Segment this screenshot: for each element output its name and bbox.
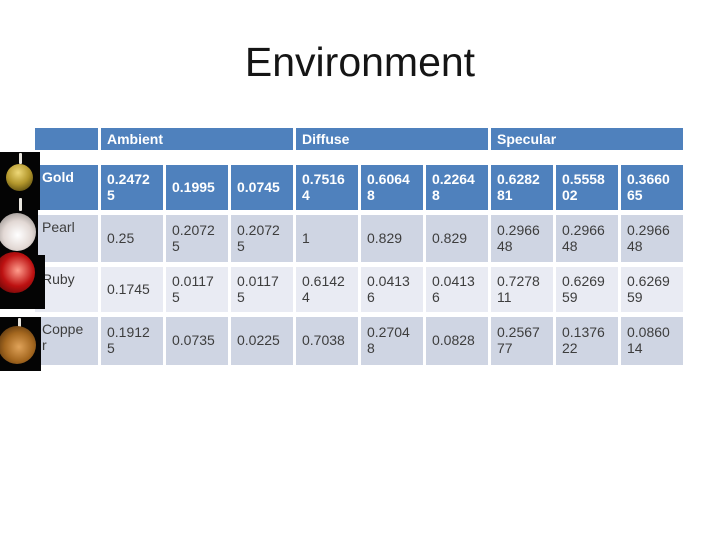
materials-table: Ambient Diffuse Specular Gold 0.24725 0.1995…: [35, 128, 683, 365]
material-value: 0.20725: [166, 215, 228, 262]
material-value: 1: [296, 215, 358, 262]
material-value: 0.0745: [231, 165, 293, 210]
material-value: 0.0735: [166, 317, 228, 365]
material-value: 0.366065: [621, 165, 683, 210]
material-value: 0.829: [426, 215, 488, 262]
material-value: 0.1995: [166, 165, 228, 210]
material-value: 0.04136: [361, 267, 423, 312]
corner-header-cell: [35, 128, 98, 150]
material-value: 0.01175: [231, 267, 293, 312]
column-header-diffuse: Diffuse: [296, 128, 488, 150]
material-value: 0.7038: [296, 317, 358, 365]
pearl-ball-icon: [0, 213, 36, 251]
gold-hook-icon: [19, 153, 22, 164]
table-body: Gold 0.24725 0.1995 0.0745 0.75164 0.60648 0.2…: [35, 165, 683, 365]
ruby-ball-icon: [0, 252, 35, 293]
material-name-gold: Gold: [35, 165, 98, 210]
column-header-ambient: Ambient: [101, 128, 293, 150]
material-value: 0.19125: [101, 317, 163, 365]
column-header-specular: Specular: [491, 128, 683, 150]
material-value: 0.626959: [556, 267, 618, 312]
material-value: 0.20725: [231, 215, 293, 262]
material-value: 0.60648: [361, 165, 423, 210]
material-value: 0.22648: [426, 165, 488, 210]
material-value: 0.296648: [621, 215, 683, 262]
material-value: 0.086014: [621, 317, 683, 365]
ruby-sphere-image: [0, 252, 45, 309]
table-header-row: Ambient Diffuse Specular: [35, 128, 683, 150]
material-value: 0.61424: [296, 267, 358, 312]
material-name-copper: Copper: [35, 317, 98, 365]
material-value: 0.0828: [426, 317, 488, 365]
material-value: 0.04136: [426, 267, 488, 312]
copper-ball-icon: [0, 326, 36, 364]
material-value: 0.1745: [101, 267, 163, 312]
material-name-ruby: Ruby: [35, 267, 98, 312]
material-value: 0.628281: [491, 165, 553, 210]
material-value: 0.555802: [556, 165, 618, 210]
pearl-hook-icon: [19, 198, 22, 211]
material-value: 0.25: [101, 215, 163, 262]
material-value: 0.75164: [296, 165, 358, 210]
material-value: 0.0225: [231, 317, 293, 365]
material-value: 0.137622: [556, 317, 618, 365]
copper-sphere-image: [0, 317, 41, 371]
gold-ball-icon: [6, 164, 33, 191]
material-value: 0.296648: [491, 215, 553, 262]
material-value: 0.256777: [491, 317, 553, 365]
material-value: 0.727811: [491, 267, 553, 312]
page-title: Environment: [244, 39, 476, 85]
material-value: 0.01175: [166, 267, 228, 312]
material-value: 0.296648: [556, 215, 618, 262]
material-value: 0.829: [361, 215, 423, 262]
material-name-pearl: Pearl: [35, 215, 98, 262]
material-value: 0.27048: [361, 317, 423, 365]
material-value: 0.626959: [621, 267, 683, 312]
copper-hook-icon: [18, 318, 21, 328]
material-value: 0.24725: [101, 165, 163, 210]
